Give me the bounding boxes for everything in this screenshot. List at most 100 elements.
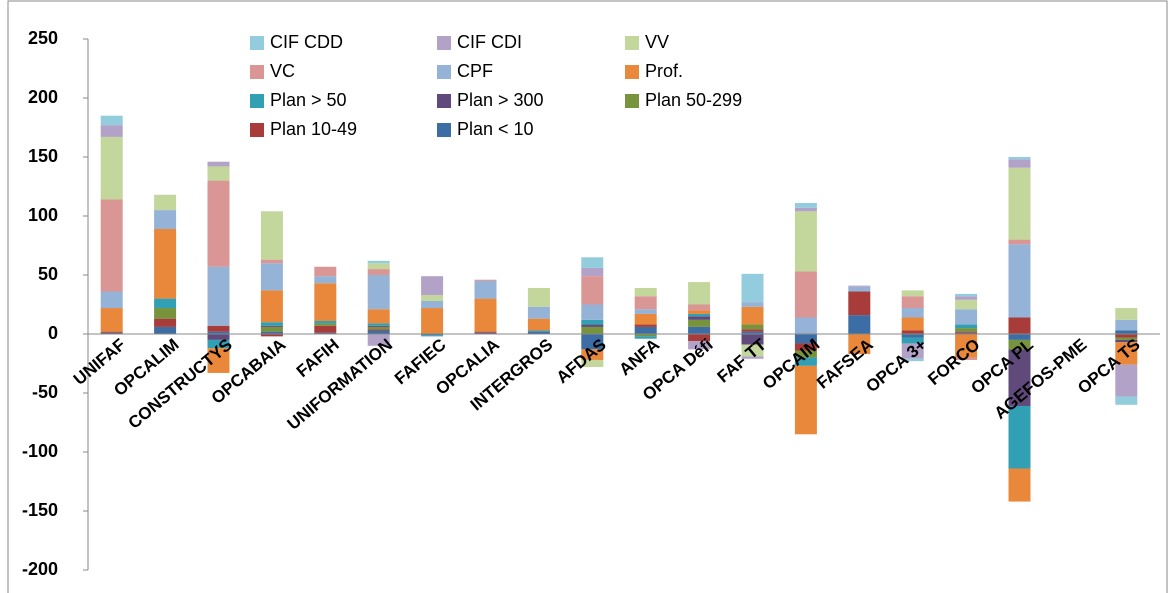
bar-segment (1008, 468, 1031, 502)
bar-segment (741, 331, 764, 334)
bar-segment (154, 228, 177, 299)
bar-segment (581, 334, 604, 350)
bar-segment (794, 203, 817, 208)
bar-segment (100, 332, 123, 334)
legend-swatch (437, 94, 451, 108)
bar-segment (474, 279, 497, 281)
bar-segment (634, 309, 657, 314)
bar-segment (688, 313, 711, 317)
bar-segment (741, 302, 764, 307)
y-tick-label: -100 (22, 441, 58, 461)
bar-segment (1008, 405, 1031, 469)
bar-segment (955, 332, 978, 334)
bar-segment (688, 334, 711, 342)
bar-segment (207, 331, 230, 334)
y-tick-label: -200 (22, 559, 58, 579)
bar-segment (474, 331, 497, 333)
legend-label: CPF (457, 61, 493, 81)
bar-segment (581, 359, 604, 368)
bar-segment (848, 315, 871, 334)
bar-segment (794, 211, 817, 272)
bar-segment (527, 306, 550, 319)
bar-segment (848, 334, 871, 355)
bar-segment (955, 357, 978, 360)
bar-segment (688, 316, 711, 320)
bar-segment (634, 313, 657, 325)
bar-segment (100, 115, 123, 126)
bar-segment (260, 334, 283, 337)
legend-label: Plan > 50 (270, 90, 347, 110)
bar-segment (207, 348, 230, 373)
bar-segment (367, 323, 390, 326)
bar-segment (1008, 349, 1031, 406)
bar-segment (367, 326, 390, 330)
bar-segment (955, 331, 978, 333)
legend-label: VC (270, 61, 295, 81)
bar-segment (260, 290, 283, 323)
bar-segment (901, 317, 924, 331)
bar-segment (367, 275, 390, 310)
bar-segment (794, 350, 817, 358)
bar-segment (1115, 337, 1138, 340)
legend-swatch (437, 123, 451, 137)
legend-label: Plan 50-299 (645, 90, 742, 110)
bar-segment (260, 211, 283, 260)
y-tick-label: -150 (22, 500, 58, 520)
bar-segment (421, 276, 444, 296)
bar-segment (154, 194, 177, 211)
bar-segment (421, 308, 444, 334)
bar-segment (154, 298, 177, 309)
bar-segment (581, 276, 604, 305)
bar-segment (1008, 244, 1031, 318)
bar-segment (688, 282, 711, 305)
bar-segment (955, 293, 978, 297)
bar-segment (1115, 364, 1138, 397)
bar-segment (955, 309, 978, 325)
bar-segment (314, 266, 337, 277)
bar-segment (1115, 334, 1138, 338)
bar-segment (741, 334, 764, 345)
bar-segment (314, 283, 337, 322)
bar-segment (1008, 157, 1031, 160)
bar-segment (901, 290, 924, 297)
bar-segment (581, 324, 604, 327)
bar-segment (581, 349, 604, 360)
bar-segment (100, 308, 123, 332)
bar-segment (527, 330, 550, 332)
bar-segment (260, 331, 283, 334)
bar-segment (741, 273, 764, 303)
bar-segment (260, 259, 283, 264)
bar-segment (100, 291, 123, 309)
bar-segment (741, 329, 764, 332)
bar-segment (154, 326, 177, 334)
legend-label: Prof. (645, 61, 683, 81)
bar-segment (1008, 334, 1031, 340)
y-tick-label: 250 (28, 28, 58, 48)
bar-segment (260, 322, 283, 326)
bar-segment (634, 334, 657, 337)
bar-segment (741, 324, 764, 330)
legend-swatch (250, 94, 264, 108)
bar-segment (688, 304, 711, 311)
bar-segment (367, 325, 390, 327)
bar-segment (1115, 342, 1138, 365)
bar-segment (314, 332, 337, 334)
bar-segment (527, 331, 550, 334)
bar-segment (367, 329, 390, 331)
bar-segment (848, 286, 871, 292)
bar-segment (1115, 396, 1138, 405)
bar-segment (901, 330, 924, 334)
bar-segment (581, 304, 604, 320)
bar-segment (688, 341, 711, 350)
bar-segment (688, 319, 711, 327)
bar-segment (207, 166, 230, 181)
legend-swatch (250, 36, 264, 50)
y-tick-label: -50 (32, 382, 58, 402)
bar-segment (207, 339, 230, 349)
bar-segment (154, 308, 177, 319)
x-tick-label: ANFA (615, 335, 663, 379)
bar-segment (848, 285, 871, 287)
bar-segment (314, 325, 337, 333)
bar-segment (688, 326, 711, 334)
